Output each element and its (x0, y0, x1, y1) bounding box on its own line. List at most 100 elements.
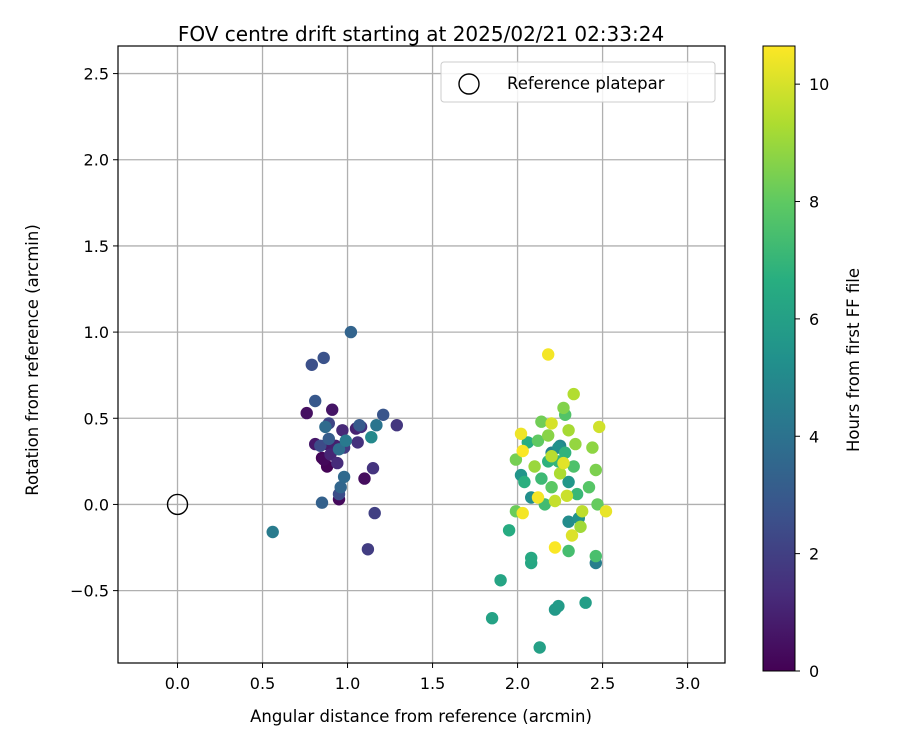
data-point (266, 525, 279, 539)
data-point (562, 475, 575, 489)
x-tick-label: 3.0 (675, 674, 700, 693)
data-point (514, 427, 528, 440)
data-point (570, 487, 584, 501)
chart-title: FOV centre drift starting at 2025/02/21 … (178, 22, 664, 46)
data-point (531, 434, 545, 447)
legend-label: Reference platepar (507, 74, 665, 93)
x-tick-label: 0.0 (165, 674, 190, 693)
data-point (319, 420, 332, 434)
colorbar-label: Hours from first FF file (844, 268, 863, 452)
legend-box (440, 61, 716, 103)
data-point (331, 456, 344, 470)
data-point (502, 524, 516, 537)
data-point (545, 417, 558, 430)
data-point (535, 415, 548, 428)
data-point (518, 475, 531, 489)
x-tick-label: 2.5 (590, 674, 615, 693)
data-point (485, 612, 499, 625)
data-point (562, 424, 575, 437)
colorbar-tick-label: 8 (809, 193, 819, 212)
data-points (266, 325, 613, 654)
x-axis-label: Angular distance from reference (arcmin) (250, 707, 592, 726)
data-point (565, 529, 579, 542)
grid-lines (118, 46, 725, 663)
data-point (358, 472, 371, 485)
data-point (516, 506, 529, 520)
x-tick-label: 0.5 (250, 674, 275, 693)
y-tick-label: 1.5 (84, 237, 109, 256)
data-point (332, 443, 346, 456)
data-point (567, 387, 580, 401)
data-point (516, 444, 529, 458)
y-tick-label: 2.5 (84, 65, 109, 84)
data-point (548, 494, 562, 508)
colorbar-tick-label: 6 (809, 310, 819, 329)
colorbar-gradient (762, 45, 796, 672)
colorbar-tick-label: 2 (809, 545, 819, 564)
data-point (542, 429, 555, 442)
data-point (339, 434, 352, 447)
legend: Reference platepar (440, 61, 716, 103)
data-point (528, 460, 541, 473)
data-point (351, 436, 364, 449)
x-tick-label: 2.0 (505, 674, 530, 693)
y-tick-label: 0.0 (84, 495, 109, 514)
data-point (576, 505, 589, 518)
colorbar-tick-label: 4 (809, 427, 819, 446)
data-point (317, 351, 330, 365)
data-point (305, 358, 318, 371)
data-point (569, 437, 582, 451)
y-axis-label: Rotation from reference (arcmin) (23, 224, 42, 496)
data-point (560, 489, 574, 502)
data-point (365, 431, 378, 444)
reference-platepar-marker (166, 493, 189, 516)
data-point (591, 498, 604, 511)
colorbar: 0 2 4 6 8 10 Hours from first FF file (762, 45, 863, 681)
data-point (589, 549, 602, 563)
data-point (542, 348, 555, 361)
data-point (344, 325, 358, 339)
data-point (553, 467, 567, 480)
data-point (531, 491, 545, 504)
data-point (494, 574, 507, 587)
data-point (582, 481, 596, 494)
data-point (548, 541, 562, 554)
data-point (562, 544, 575, 558)
data-point (535, 472, 548, 485)
data-point (390, 419, 403, 432)
data-point (552, 599, 565, 613)
data-point (593, 420, 606, 434)
data-point (377, 408, 390, 421)
reference-marker-layer (166, 493, 189, 516)
legend-reference-marker (458, 73, 480, 95)
data-point (525, 551, 538, 565)
data-point (589, 463, 602, 477)
data-point (599, 505, 613, 518)
data-point (557, 456, 570, 470)
data-point (533, 641, 546, 654)
data-point (334, 481, 347, 494)
data-point (370, 419, 383, 432)
plot-frame (117, 45, 726, 664)
data-point (322, 432, 335, 446)
data-point (314, 439, 327, 452)
colorbar-tick-label: 10 (809, 75, 829, 94)
data-point (545, 450, 558, 463)
data-point (586, 441, 599, 454)
data-point (579, 596, 592, 609)
data-point (509, 453, 523, 466)
x-axis-ticks: 0.0 0.5 1.0 1.5 2.0 2.5 3.0 (165, 663, 700, 693)
data-point (326, 403, 339, 416)
data-point (315, 496, 329, 509)
data-point (567, 460, 580, 473)
y-tick-label: 1.0 (84, 323, 109, 342)
y-tick-label: −0.5 (70, 582, 109, 601)
x-tick-label: 1.5 (420, 674, 445, 693)
x-tick-label: 1.0 (335, 674, 360, 693)
data-point (368, 506, 381, 520)
data-point (336, 424, 349, 437)
data-point (300, 406, 313, 420)
y-axis-ticks: −0.5 0.0 0.5 1.0 1.5 2.0 2.5 (70, 65, 118, 601)
data-point (559, 446, 572, 459)
